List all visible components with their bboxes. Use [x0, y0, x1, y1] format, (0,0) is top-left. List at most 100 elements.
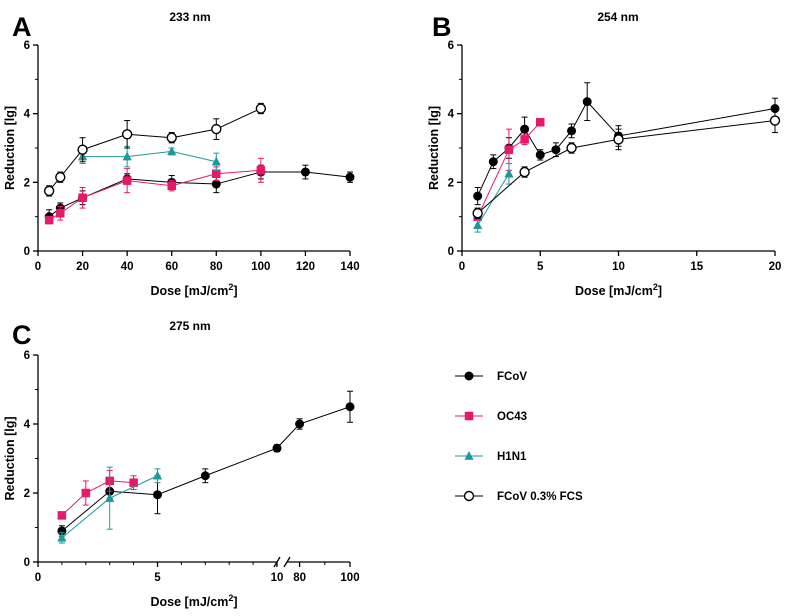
y-tick-label: 6 — [448, 40, 454, 52]
data-point-fcov — [488, 157, 498, 167]
x-tick-label: 80 — [293, 572, 306, 584]
series-line-h1n1 — [82, 150, 217, 163]
data-point-fcov — [153, 490, 162, 500]
x-axis-title-main: Dose [mJ/cm — [151, 284, 229, 298]
x-axis-title: Dose [mJ/cm2] — [575, 282, 662, 298]
series-line-oc43 — [477, 121, 541, 217]
panel-title: 254 nm — [597, 10, 638, 24]
data-point-fcov — [551, 145, 561, 155]
legend-marker-fcov — [464, 371, 474, 381]
x-tick-label: 60 — [165, 261, 178, 273]
x-tick-label: 10 — [612, 261, 625, 273]
data-point-oc43 — [57, 511, 67, 520]
data-point-fcov-0-3-fcs — [55, 171, 66, 183]
y-tick-label: 2 — [24, 177, 30, 189]
x-axis-title-end: ] — [233, 595, 237, 609]
legend-item-h1n1: H1N1 — [455, 450, 527, 463]
data-point-h1n1 — [122, 151, 132, 161]
x-tick-label: 20 — [76, 261, 89, 273]
series-line-fcov — [477, 100, 776, 197]
y-axis-title: Reduction [lg] — [427, 106, 441, 190]
series-fcov-0-3-fcs — [472, 108, 781, 219]
data-point-fcov-0-3-fcs — [43, 185, 55, 197]
x-tick-label: 140 — [340, 261, 359, 273]
legend: FCoV OC43 H1N1 FCoV 0.3% FCS — [455, 371, 583, 503]
y-tick-label: 2 — [24, 488, 30, 500]
x-tick-label: 5 — [154, 572, 161, 584]
x-tick-label: 0 — [35, 261, 41, 273]
series-oc43 — [57, 470, 138, 520]
x-axis-title-sup: 2 — [653, 282, 658, 292]
series-line-oc43 — [61, 480, 134, 516]
data-point-fcov — [520, 124, 530, 134]
x-axis-title-sup: 2 — [228, 593, 233, 603]
legend-item-fcov-0-3-fcs: FCoV 0.3% FCS — [455, 490, 583, 503]
series-fcov — [473, 82, 780, 206]
series-h1n1 — [77, 145, 221, 171]
x-tick-label: 20 — [769, 261, 782, 273]
y-tick-label: 0 — [24, 246, 30, 258]
legend-label: OC43 — [497, 411, 527, 423]
data-point-fcov-0-3-fcs — [519, 166, 530, 178]
legend-label: H1N1 — [497, 451, 527, 463]
data-point-h1n1 — [167, 146, 177, 156]
data-point-fcov — [473, 191, 483, 201]
data-point-fcov-0-3-fcs — [566, 142, 577, 154]
y-tick-label: 6 — [24, 350, 30, 362]
data-point-fcov — [567, 126, 577, 136]
legend-item-oc43: OC43 — [455, 411, 527, 423]
series-h1n1 — [57, 466, 163, 544]
x-axis-title-end: ] — [658, 284, 662, 298]
x-tick-label: 10 — [271, 572, 284, 584]
x-tick-label: 80 — [210, 261, 223, 273]
data-point-fcov — [200, 471, 210, 481]
x-axis-title-end: ] — [233, 284, 237, 298]
y-tick-label: 4 — [24, 109, 31, 121]
data-point-oc43 — [256, 166, 266, 175]
x-axis-title: Dose [mJ/cm2] — [151, 282, 238, 298]
axis-break-mark — [283, 556, 291, 568]
data-point-fcov — [345, 172, 355, 182]
legend-label: FCoV 0.3% FCS — [497, 491, 583, 503]
y-tick-label: 6 — [24, 40, 30, 52]
data-point-oc43 — [44, 215, 54, 225]
y-tick-label: 4 — [448, 109, 455, 121]
data-point-fcov — [345, 402, 355, 412]
data-point-fcov-0-3-fcs — [769, 115, 781, 126]
data-point-oc43 — [122, 176, 132, 185]
data-point-h1n1 — [504, 168, 514, 178]
data-point-h1n1 — [473, 220, 483, 229]
series-fcov-0-3-fcs — [43, 102, 267, 197]
legend-marker-fcov-0-3-fcs — [463, 490, 475, 502]
panel-letter: C — [12, 320, 32, 350]
legend-label: FCoV — [497, 371, 527, 383]
panel-title: 275 nm — [169, 319, 210, 333]
panel-letter: A — [12, 12, 32, 42]
data-point-h1n1 — [57, 532, 67, 542]
data-point-fcov-0-3-fcs — [613, 134, 624, 145]
y-tick-label: 0 — [24, 557, 30, 569]
x-tick-label: 40 — [121, 261, 134, 273]
x-tick-label: 0 — [459, 261, 465, 273]
legend-marker-h1n1 — [464, 450, 474, 460]
data-point-fcov — [582, 97, 592, 107]
data-point-fcov — [295, 419, 305, 429]
y-axis-title: Reduction [lg] — [3, 106, 17, 190]
panel-letter: B — [432, 12, 452, 42]
y-tick-label: 4 — [24, 419, 31, 431]
x-tick-label: 100 — [340, 572, 359, 584]
data-point-h1n1 — [152, 470, 163, 480]
x-tick-label: 120 — [296, 261, 315, 273]
y-axis-title: Reduction [lg] — [3, 416, 17, 500]
data-point-oc43 — [81, 488, 91, 498]
y-tick-label: 2 — [448, 177, 454, 189]
data-point-oc43 — [78, 193, 87, 203]
data-point-fcov — [300, 167, 310, 177]
data-point-fcov — [535, 150, 545, 160]
data-point-oc43 — [212, 169, 221, 178]
data-point-oc43 — [167, 181, 176, 191]
legend-marker-oc43 — [464, 411, 474, 421]
